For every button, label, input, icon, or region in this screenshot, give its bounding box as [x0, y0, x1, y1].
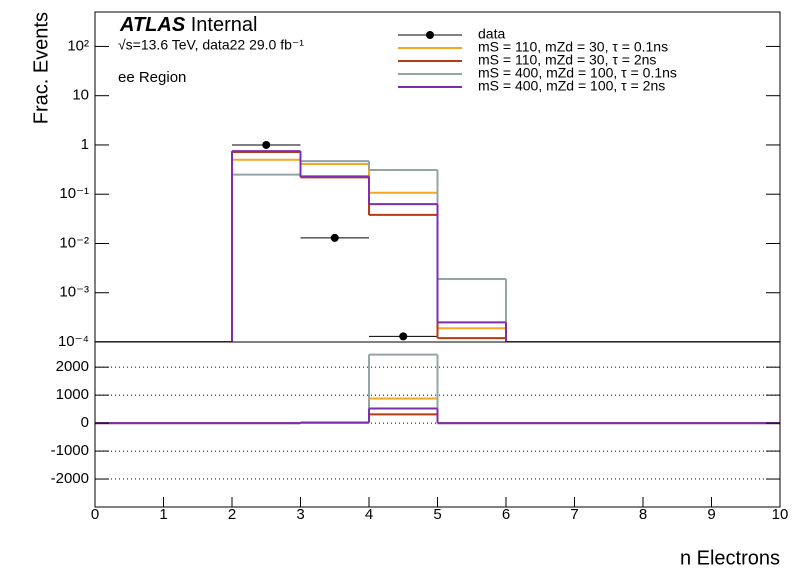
y-tick-label: 2000 — [56, 358, 89, 375]
y-tick-label: 10⁻⁴ — [58, 333, 89, 350]
y-tick-label: -2000 — [51, 470, 89, 487]
legend-label: mS = 110, mZd = 30, τ = 2ns — [478, 52, 656, 68]
annotation: ee Region — [118, 69, 186, 86]
y-tick-label: 10² — [67, 37, 89, 54]
x-tick-label: 3 — [296, 506, 304, 523]
y-tick-label: 1 — [81, 136, 89, 153]
y-tick-label: 10⁻² — [59, 234, 89, 251]
legend-label: mS = 400, mZd = 100, τ = 2ns — [478, 78, 665, 94]
x-tick-label: 6 — [502, 506, 510, 523]
frame — [94, 341, 781, 508]
x-tick-label: 8 — [639, 506, 647, 523]
x-tick-label: 7 — [570, 506, 578, 523]
legend-label: data — [478, 26, 505, 42]
atlas-word: ATLAS — [119, 14, 186, 36]
y-tick-label: 10⁻¹ — [59, 185, 89, 202]
legend-label: mS = 110, mZd = 30, τ = 0.1ns — [478, 39, 668, 55]
x-tick-label: 10 — [772, 506, 789, 523]
x-tick-label: 9 — [707, 506, 715, 523]
x-tick-label: 1 — [159, 506, 167, 523]
x-tick-label: 2 — [228, 506, 236, 523]
y-axis-label: Frac. Events — [30, 12, 52, 124]
x-axis-label: n Electrons — [680, 547, 780, 569]
y-tick-label: 1000 — [56, 386, 89, 403]
atlas-label: ATLAS Internal — [119, 14, 257, 36]
plot-area — [95, 353, 780, 480]
y-tick-label: 0 — [81, 414, 89, 431]
y-tick-label: 10⁻³ — [59, 284, 89, 301]
data-point — [399, 332, 408, 341]
y-tick-label: -1000 — [51, 442, 89, 459]
y-tick-label: 10 — [72, 87, 89, 104]
plot-area — [95, 140, 780, 342]
x-tick-label: 0 — [91, 506, 99, 523]
data-point — [330, 233, 339, 242]
legend-label: mS = 400, mZd = 100, τ = 0.1ns — [478, 65, 677, 81]
legend-marker — [426, 31, 434, 39]
x-tick-label: 5 — [433, 506, 441, 523]
status: Internal — [191, 14, 258, 36]
subtitle: √s=13.6 TeV, data22 29.0 fb⁻¹ — [118, 37, 304, 53]
data-point — [262, 140, 271, 149]
x-tick-label: 4 — [365, 506, 373, 523]
